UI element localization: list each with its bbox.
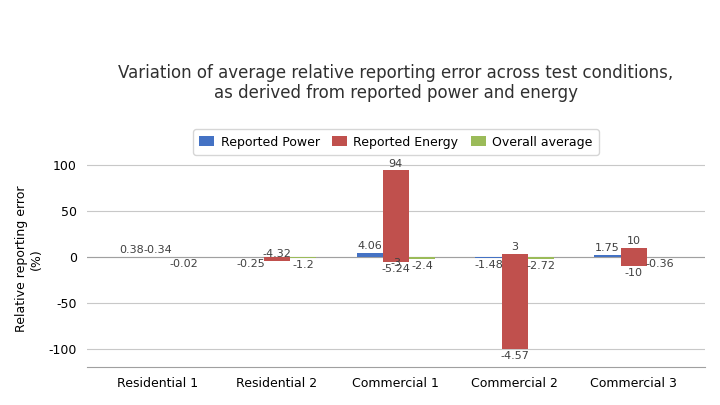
Text: 1.75: 1.75 xyxy=(595,243,620,254)
Text: -1.2: -1.2 xyxy=(292,260,314,270)
Bar xyxy=(475,257,502,258)
Text: -0.02: -0.02 xyxy=(170,259,199,269)
Text: 94: 94 xyxy=(389,159,403,168)
Text: -0.25: -0.25 xyxy=(236,259,265,269)
Text: -2.72: -2.72 xyxy=(526,261,555,271)
Bar xyxy=(502,257,528,349)
Text: -10: -10 xyxy=(625,268,643,278)
Text: -2.4: -2.4 xyxy=(411,261,433,271)
Text: 10: 10 xyxy=(626,236,641,246)
Bar xyxy=(356,253,383,257)
Text: 4.06: 4.06 xyxy=(357,241,382,252)
Bar xyxy=(383,257,409,262)
Text: -1.48: -1.48 xyxy=(474,260,503,270)
Text: -3: -3 xyxy=(390,258,401,268)
Text: -4.32: -4.32 xyxy=(263,249,292,259)
Bar xyxy=(621,257,647,266)
Text: -4.57: -4.57 xyxy=(500,351,529,361)
Bar xyxy=(502,254,528,257)
Text: -0.36: -0.36 xyxy=(646,259,674,269)
Title: Variation of average relative reporting error across test conditions,
as derived: Variation of average relative reporting … xyxy=(118,64,673,102)
Text: -5.24: -5.24 xyxy=(382,264,410,274)
Bar xyxy=(290,257,316,258)
Bar xyxy=(621,248,647,257)
Legend: Reported Power, Reported Energy, Overall average: Reported Power, Reported Energy, Overall… xyxy=(193,129,598,155)
Bar xyxy=(528,257,554,260)
Bar xyxy=(264,257,290,261)
Bar xyxy=(409,257,435,259)
Text: 3: 3 xyxy=(511,242,518,252)
Text: 0.38: 0.38 xyxy=(120,245,144,255)
Bar xyxy=(595,255,621,257)
Y-axis label: Relative reporting error
(%): Relative reporting error (%) xyxy=(15,186,43,333)
Text: -0.34: -0.34 xyxy=(143,245,172,256)
Bar xyxy=(383,171,409,257)
